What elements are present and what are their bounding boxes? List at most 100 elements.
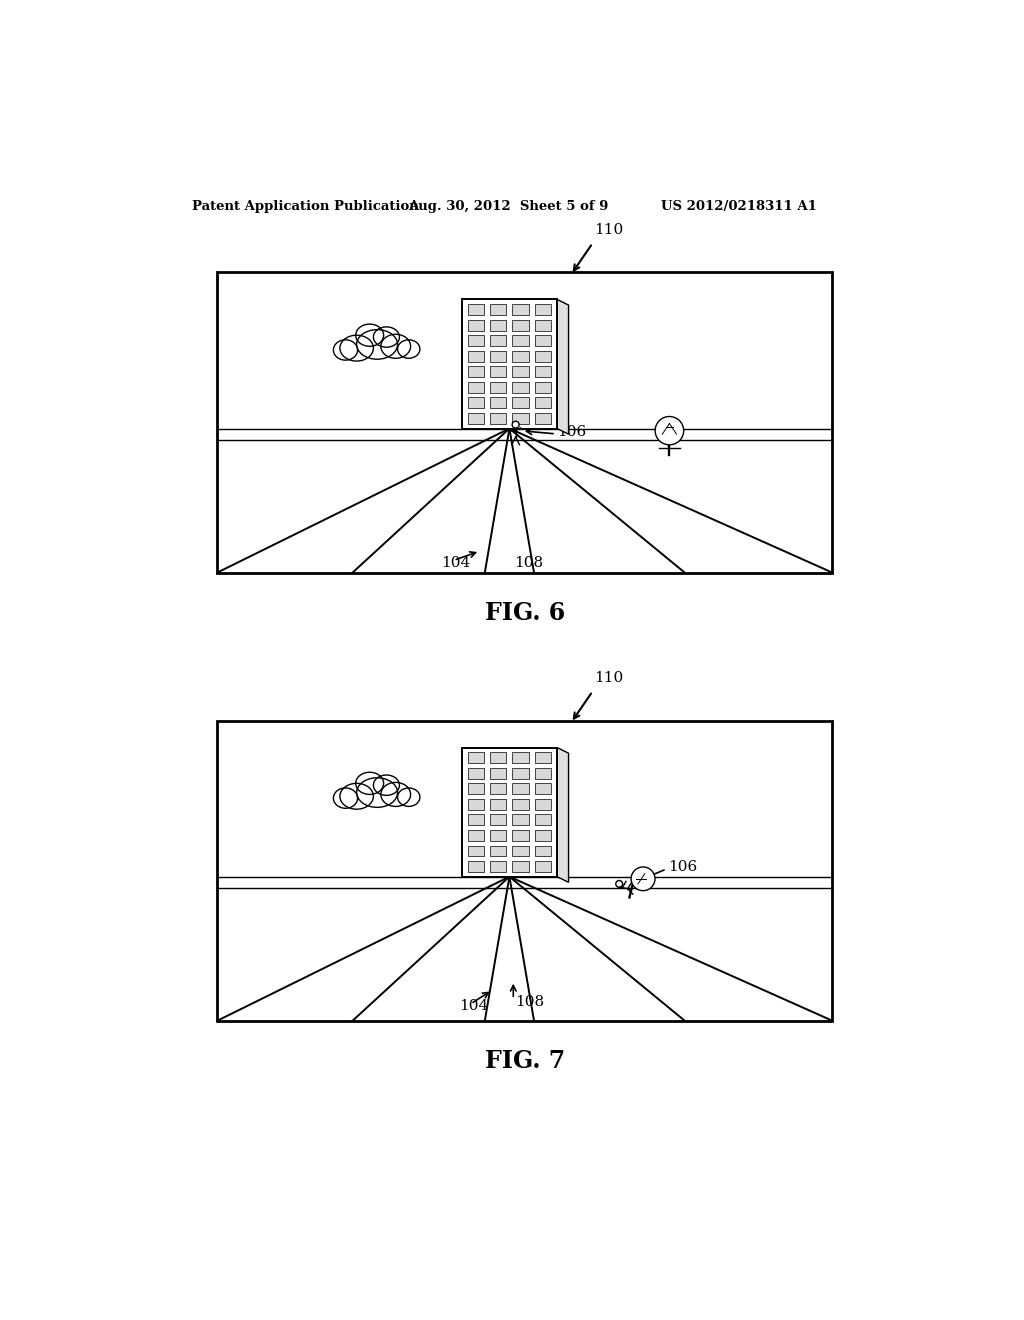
Bar — [468, 413, 484, 424]
Text: Aug. 30, 2012  Sheet 5 of 9: Aug. 30, 2012 Sheet 5 of 9 — [409, 199, 609, 213]
Bar — [535, 814, 551, 825]
Bar — [217, 721, 833, 1020]
Text: 104: 104 — [441, 556, 470, 570]
Text: 106: 106 — [668, 861, 697, 874]
Bar — [512, 397, 528, 408]
Ellipse shape — [537, 302, 550, 319]
Bar — [217, 272, 833, 573]
Bar — [535, 319, 551, 330]
Bar — [535, 335, 551, 346]
Polygon shape — [557, 747, 568, 882]
Ellipse shape — [334, 788, 357, 808]
Text: 110: 110 — [594, 223, 624, 238]
Bar — [490, 768, 506, 779]
Bar — [490, 397, 506, 408]
Ellipse shape — [355, 772, 384, 795]
Bar — [535, 783, 551, 795]
Bar — [468, 319, 484, 330]
Circle shape — [512, 421, 519, 428]
Bar — [490, 846, 506, 857]
Bar — [468, 846, 484, 857]
Ellipse shape — [334, 339, 357, 360]
Bar — [468, 861, 484, 873]
Bar — [468, 381, 484, 393]
Bar — [490, 830, 506, 841]
Text: 108: 108 — [514, 556, 543, 570]
Bar — [535, 752, 551, 763]
Bar — [512, 304, 528, 315]
Bar — [490, 319, 506, 330]
Text: 110: 110 — [594, 671, 624, 685]
Bar — [468, 799, 484, 809]
Bar — [490, 814, 506, 825]
Text: US 2012/0218311 A1: US 2012/0218311 A1 — [662, 199, 817, 213]
Text: Patent Application Publication: Patent Application Publication — [191, 199, 418, 213]
Circle shape — [631, 867, 655, 891]
Bar — [512, 381, 528, 393]
Bar — [512, 351, 528, 362]
Bar — [462, 300, 557, 429]
Bar — [512, 413, 528, 424]
Bar — [512, 846, 528, 857]
Bar — [490, 366, 506, 378]
Bar — [512, 783, 528, 795]
Bar — [468, 366, 484, 378]
Ellipse shape — [374, 327, 399, 347]
Bar — [541, 325, 547, 329]
Bar — [541, 774, 547, 777]
Bar — [468, 752, 484, 763]
Bar — [468, 351, 484, 362]
Bar — [468, 335, 484, 346]
Bar — [535, 381, 551, 393]
Bar — [490, 752, 506, 763]
Bar — [490, 799, 506, 809]
Bar — [468, 783, 484, 795]
Ellipse shape — [374, 775, 399, 796]
Bar — [512, 768, 528, 779]
Polygon shape — [557, 300, 568, 434]
Bar — [490, 304, 506, 315]
Ellipse shape — [381, 334, 411, 358]
Circle shape — [615, 880, 623, 887]
Bar — [535, 846, 551, 857]
Text: FIG. 6: FIG. 6 — [484, 601, 565, 624]
Bar — [535, 768, 551, 779]
Bar — [512, 861, 528, 873]
Bar — [468, 814, 484, 825]
Bar — [468, 830, 484, 841]
Bar — [535, 304, 551, 315]
Bar — [535, 413, 551, 424]
Bar — [535, 861, 551, 873]
Text: 106: 106 — [557, 425, 587, 440]
Bar — [535, 366, 551, 378]
Bar — [535, 830, 551, 841]
Bar — [512, 814, 528, 825]
Bar — [490, 861, 506, 873]
Bar — [468, 768, 484, 779]
Bar — [535, 397, 551, 408]
Bar — [490, 351, 506, 362]
Bar — [468, 397, 484, 408]
Bar — [490, 335, 506, 346]
Bar — [490, 783, 506, 795]
Bar — [512, 319, 528, 330]
Ellipse shape — [356, 330, 397, 359]
Bar — [512, 335, 528, 346]
Bar — [490, 381, 506, 393]
Text: FIG. 7: FIG. 7 — [484, 1049, 565, 1073]
Ellipse shape — [355, 325, 384, 346]
Bar — [490, 413, 506, 424]
Bar — [535, 351, 551, 362]
Ellipse shape — [340, 783, 374, 809]
Ellipse shape — [397, 788, 420, 807]
Bar — [512, 799, 528, 809]
Ellipse shape — [397, 339, 420, 358]
Text: 108: 108 — [516, 994, 545, 1008]
Bar — [462, 747, 557, 876]
Bar — [468, 304, 484, 315]
Text: 104: 104 — [459, 999, 488, 1014]
Ellipse shape — [356, 777, 397, 808]
Bar — [512, 366, 528, 378]
Bar — [512, 752, 528, 763]
Ellipse shape — [340, 335, 374, 362]
